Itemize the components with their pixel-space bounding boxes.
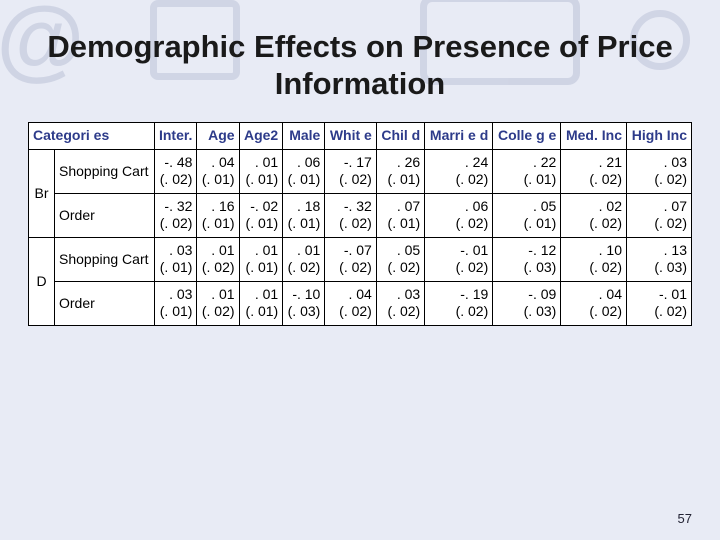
data-cell: . 04(. 01) bbox=[197, 149, 239, 193]
data-table-wrap: Categori es Inter. Age Age2 Male Whit e … bbox=[0, 116, 720, 326]
data-table: Categori es Inter. Age Age2 Male Whit e … bbox=[28, 122, 692, 326]
data-cell: -. 32(. 02) bbox=[154, 193, 197, 237]
data-cell: . 01(. 02) bbox=[197, 237, 239, 281]
data-cell: -. 10(. 03) bbox=[283, 281, 325, 325]
col-highinc: High Inc bbox=[627, 123, 692, 150]
data-cell: . 05(. 01) bbox=[493, 193, 561, 237]
data-cell: . 18(. 01) bbox=[283, 193, 325, 237]
data-cell: . 03(. 02) bbox=[376, 281, 424, 325]
row-label: Order bbox=[55, 281, 155, 325]
data-cell: -. 09(. 03) bbox=[493, 281, 561, 325]
data-cell: -. 12(. 03) bbox=[493, 237, 561, 281]
data-cell: . 04(. 02) bbox=[325, 281, 377, 325]
col-medinc: Med. Inc bbox=[561, 123, 627, 150]
data-cell: -. 01(. 02) bbox=[627, 281, 692, 325]
data-cell: . 07(. 01) bbox=[376, 193, 424, 237]
table-row: BrShopping Cart-. 48(. 02). 04(. 01). 01… bbox=[29, 149, 692, 193]
row-label: Shopping Cart bbox=[55, 149, 155, 193]
data-cell: . 24(. 02) bbox=[425, 149, 493, 193]
row-label: Order bbox=[55, 193, 155, 237]
data-cell: . 01(. 02) bbox=[283, 237, 325, 281]
group-label: D bbox=[29, 237, 55, 325]
data-cell: -. 32(. 02) bbox=[325, 193, 377, 237]
data-cell: -. 07(. 02) bbox=[325, 237, 377, 281]
data-cell: . 13(. 03) bbox=[627, 237, 692, 281]
data-cell: . 01(. 02) bbox=[197, 281, 239, 325]
table-row: Order-. 32(. 02). 16(. 01)-. 02(. 01). 1… bbox=[29, 193, 692, 237]
data-cell: . 03(. 01) bbox=[154, 237, 197, 281]
data-cell: . 06(. 01) bbox=[283, 149, 325, 193]
data-cell: . 07(. 02) bbox=[627, 193, 692, 237]
data-cell: -. 02(. 01) bbox=[239, 193, 283, 237]
slide-number: 57 bbox=[678, 511, 692, 526]
data-cell: -. 01(. 02) bbox=[425, 237, 493, 281]
table-header-row: Categori es Inter. Age Age2 Male Whit e … bbox=[29, 123, 692, 150]
group-label: Br bbox=[29, 149, 55, 237]
data-cell: . 02(. 02) bbox=[561, 193, 627, 237]
row-label: Shopping Cart bbox=[55, 237, 155, 281]
data-cell: . 05(. 02) bbox=[376, 237, 424, 281]
col-age: Age bbox=[197, 123, 239, 150]
data-cell: . 03(. 02) bbox=[627, 149, 692, 193]
col-inter: Inter. bbox=[154, 123, 197, 150]
data-cell: -. 17(. 02) bbox=[325, 149, 377, 193]
col-child: Chil d bbox=[376, 123, 424, 150]
slide-title: Demographic Effects on Presence of Price… bbox=[0, 0, 720, 116]
table-row: Order. 03(. 01). 01(. 02). 01(. 01)-. 10… bbox=[29, 281, 692, 325]
col-categories: Categori es bbox=[29, 123, 155, 150]
data-cell: . 10(. 02) bbox=[561, 237, 627, 281]
data-cell: . 03(. 01) bbox=[154, 281, 197, 325]
data-cell: . 01(. 01) bbox=[239, 149, 283, 193]
table-row: DShopping Cart. 03(. 01). 01(. 02). 01(.… bbox=[29, 237, 692, 281]
data-cell: . 01(. 01) bbox=[239, 237, 283, 281]
data-cell: . 26(. 01) bbox=[376, 149, 424, 193]
data-cell: -. 19(. 02) bbox=[425, 281, 493, 325]
data-cell: -. 48(. 02) bbox=[154, 149, 197, 193]
data-cell: . 04(. 02) bbox=[561, 281, 627, 325]
data-cell: . 16(. 01) bbox=[197, 193, 239, 237]
col-age2: Age2 bbox=[239, 123, 283, 150]
col-college: Colle g e bbox=[493, 123, 561, 150]
data-cell: . 01(. 01) bbox=[239, 281, 283, 325]
col-married: Marri e d bbox=[425, 123, 493, 150]
col-male: Male bbox=[283, 123, 325, 150]
data-cell: . 06(. 02) bbox=[425, 193, 493, 237]
data-cell: . 21(. 02) bbox=[561, 149, 627, 193]
col-white: Whit e bbox=[325, 123, 377, 150]
data-cell: . 22(. 01) bbox=[493, 149, 561, 193]
